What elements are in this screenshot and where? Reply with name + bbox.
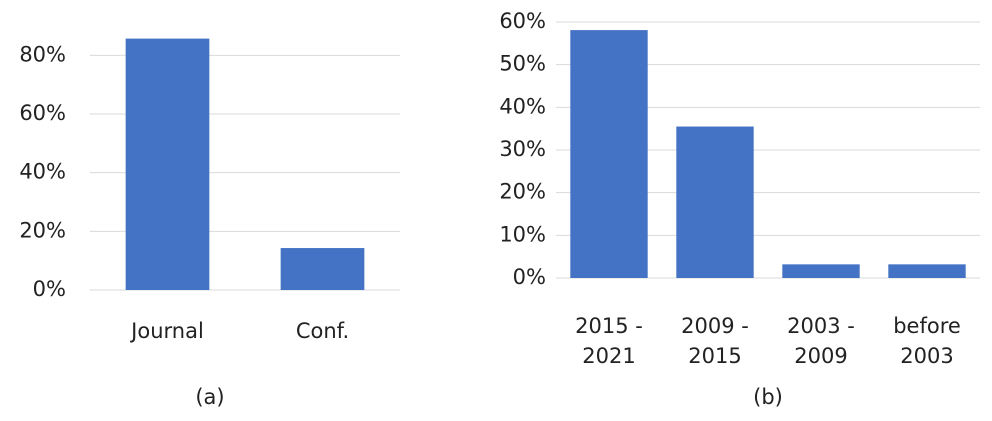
- x-tick-label: 2009 -: [681, 314, 749, 338]
- bar: [782, 264, 860, 278]
- x-tick-label: 2021: [582, 344, 635, 368]
- bar: [280, 248, 365, 290]
- x-tick-label: 2015: [688, 344, 741, 368]
- y-tick-label: 20%: [499, 180, 546, 204]
- y-tick-label: 60%: [499, 9, 546, 33]
- x-tick-label: 2015 -: [575, 314, 643, 338]
- bar: [888, 264, 966, 278]
- y-tick-label: 60%: [19, 101, 66, 125]
- y-tick-label: 50%: [499, 52, 546, 76]
- y-tick-label: 30%: [499, 137, 546, 161]
- y-tick-label: 20%: [19, 218, 66, 242]
- caption: (a): [195, 385, 224, 409]
- x-tick-label: Journal: [129, 319, 204, 343]
- x-tick-label: before: [893, 314, 961, 338]
- bar: [570, 30, 648, 279]
- x-tick-label: 2003 -: [787, 314, 855, 338]
- y-tick-label: 40%: [19, 160, 66, 184]
- caption: (b): [753, 385, 783, 409]
- bar: [676, 126, 754, 279]
- y-tick-label: 10%: [499, 222, 546, 246]
- bar: [125, 38, 210, 290]
- y-tick-label: 0%: [33, 277, 66, 301]
- y-tick-label: 0%: [513, 265, 546, 289]
- x-tick-label: 2003: [900, 344, 953, 368]
- x-tick-label: 2009: [794, 344, 847, 368]
- y-tick-label: 40%: [499, 94, 546, 118]
- x-tick-label: Conf.: [296, 319, 349, 343]
- y-tick-label: 80%: [19, 42, 66, 66]
